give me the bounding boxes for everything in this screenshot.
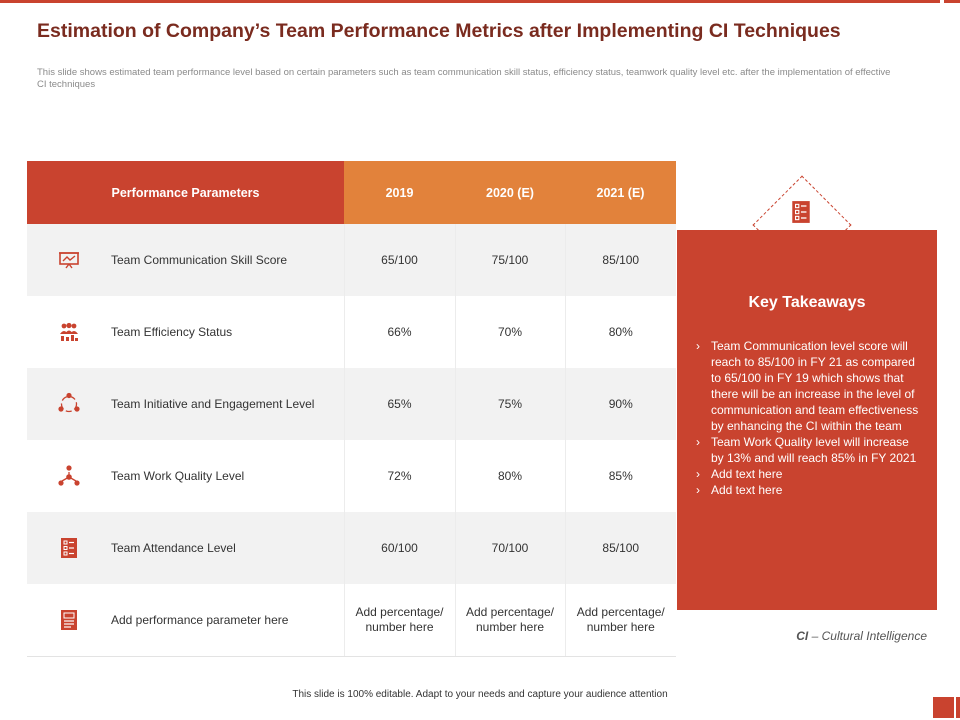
value-2020: 70/100: [455, 512, 566, 584]
value-2020: Add percentage/ number here: [455, 584, 566, 657]
presentation-board-icon: [27, 251, 111, 269]
slide-title: Estimation of Company’s Team Performance…: [37, 20, 841, 42]
ci-abbreviation: CI: [796, 629, 809, 643]
value-2021: Add percentage/ number here: [565, 584, 676, 657]
param-cell: Team Work Quality Level: [27, 440, 345, 512]
value-2019: Add percentage/ number here: [344, 584, 456, 657]
table-row: Add performance parameter here Add perce…: [27, 584, 676, 657]
value-2019: 65%: [344, 368, 456, 440]
network-people-icon: [27, 464, 111, 488]
document-icon: [27, 609, 111, 631]
param-label: Team Communication Skill Score: [111, 253, 288, 267]
takeaway-item: Add text here: [694, 482, 922, 498]
ci-definition-note: CI – Cultural Intelligence: [677, 629, 927, 643]
value-2020: 75/100: [455, 224, 566, 296]
checklist-icon: [791, 200, 811, 229]
value-2019: 72%: [344, 440, 456, 512]
param-cell: Team Communication Skill Score: [27, 224, 345, 296]
team-group-icon: [27, 322, 111, 342]
engagement-cycle-icon: [27, 392, 111, 416]
corner-accent-square: [933, 697, 954, 718]
table-row: Team Communication Skill Score 65/100 75…: [27, 224, 676, 296]
param-cell: Team Attendance Level: [27, 512, 345, 584]
value-2021: 80%: [565, 296, 676, 368]
takeaway-item: Team Work Quality level will increase by…: [694, 434, 922, 466]
ci-definition: – Cultural Intelligence: [808, 629, 927, 643]
table-row: Team Work Quality Level 72% 80% 85%: [27, 440, 676, 512]
top-accent-bar: [0, 0, 940, 3]
table-row: Team Initiative and Engagement Level 65%…: [27, 368, 676, 440]
value-2021: 85%: [565, 440, 676, 512]
key-takeaways-list: Team Communication level score will reac…: [694, 338, 922, 498]
value-2019: 66%: [344, 296, 456, 368]
header-2019: 2019: [344, 161, 455, 224]
param-label: Team Attendance Level: [111, 541, 236, 555]
header-performance-parameters: Performance Parameters: [27, 161, 344, 224]
param-cell: Add performance parameter here: [27, 584, 345, 657]
param-label: Add performance parameter here: [111, 612, 289, 627]
slide-subtitle: This slide shows estimated team performa…: [37, 67, 891, 90]
value-2019: 60/100: [344, 512, 456, 584]
checklist-icon: [27, 537, 111, 559]
value-2019: 65/100: [344, 224, 456, 296]
performance-table: Performance Parameters 2019 2020 (E) 202…: [27, 161, 676, 657]
header-2021: 2021 (E): [565, 161, 676, 224]
param-label: Team Efficiency Status: [111, 325, 233, 339]
value-2020: 75%: [455, 368, 566, 440]
param-label: Team Work Quality Level: [111, 469, 245, 483]
table-row: Team Efficiency Status 66% 70% 80%: [27, 296, 676, 368]
table-row: Team Attendance Level 60/100 70/100 85/1…: [27, 512, 676, 584]
value-2020: 70%: [455, 296, 566, 368]
slide-footer: This slide is 100% editable. Adapt to yo…: [292, 689, 668, 700]
table-header-row: Performance Parameters 2019 2020 (E) 202…: [27, 161, 676, 224]
value-2021: 85/100: [565, 512, 676, 584]
corner-accent-edge: [956, 697, 960, 718]
value-2020: 80%: [455, 440, 566, 512]
param-label: Team Initiative and Engagement Level: [111, 397, 315, 411]
takeaway-item: Add text here: [694, 466, 922, 482]
takeaway-item: Team Communication level score will reac…: [694, 338, 922, 434]
key-takeaways-title: Key Takeaways: [748, 294, 866, 311]
value-2021: 85/100: [565, 224, 676, 296]
param-cell: Team Initiative and Engagement Level: [27, 368, 345, 440]
top-accent-bar-end: [944, 0, 960, 3]
param-cell: Team Efficiency Status: [27, 296, 345, 368]
value-2021: 90%: [565, 368, 676, 440]
header-2020: 2020 (E): [455, 161, 565, 224]
